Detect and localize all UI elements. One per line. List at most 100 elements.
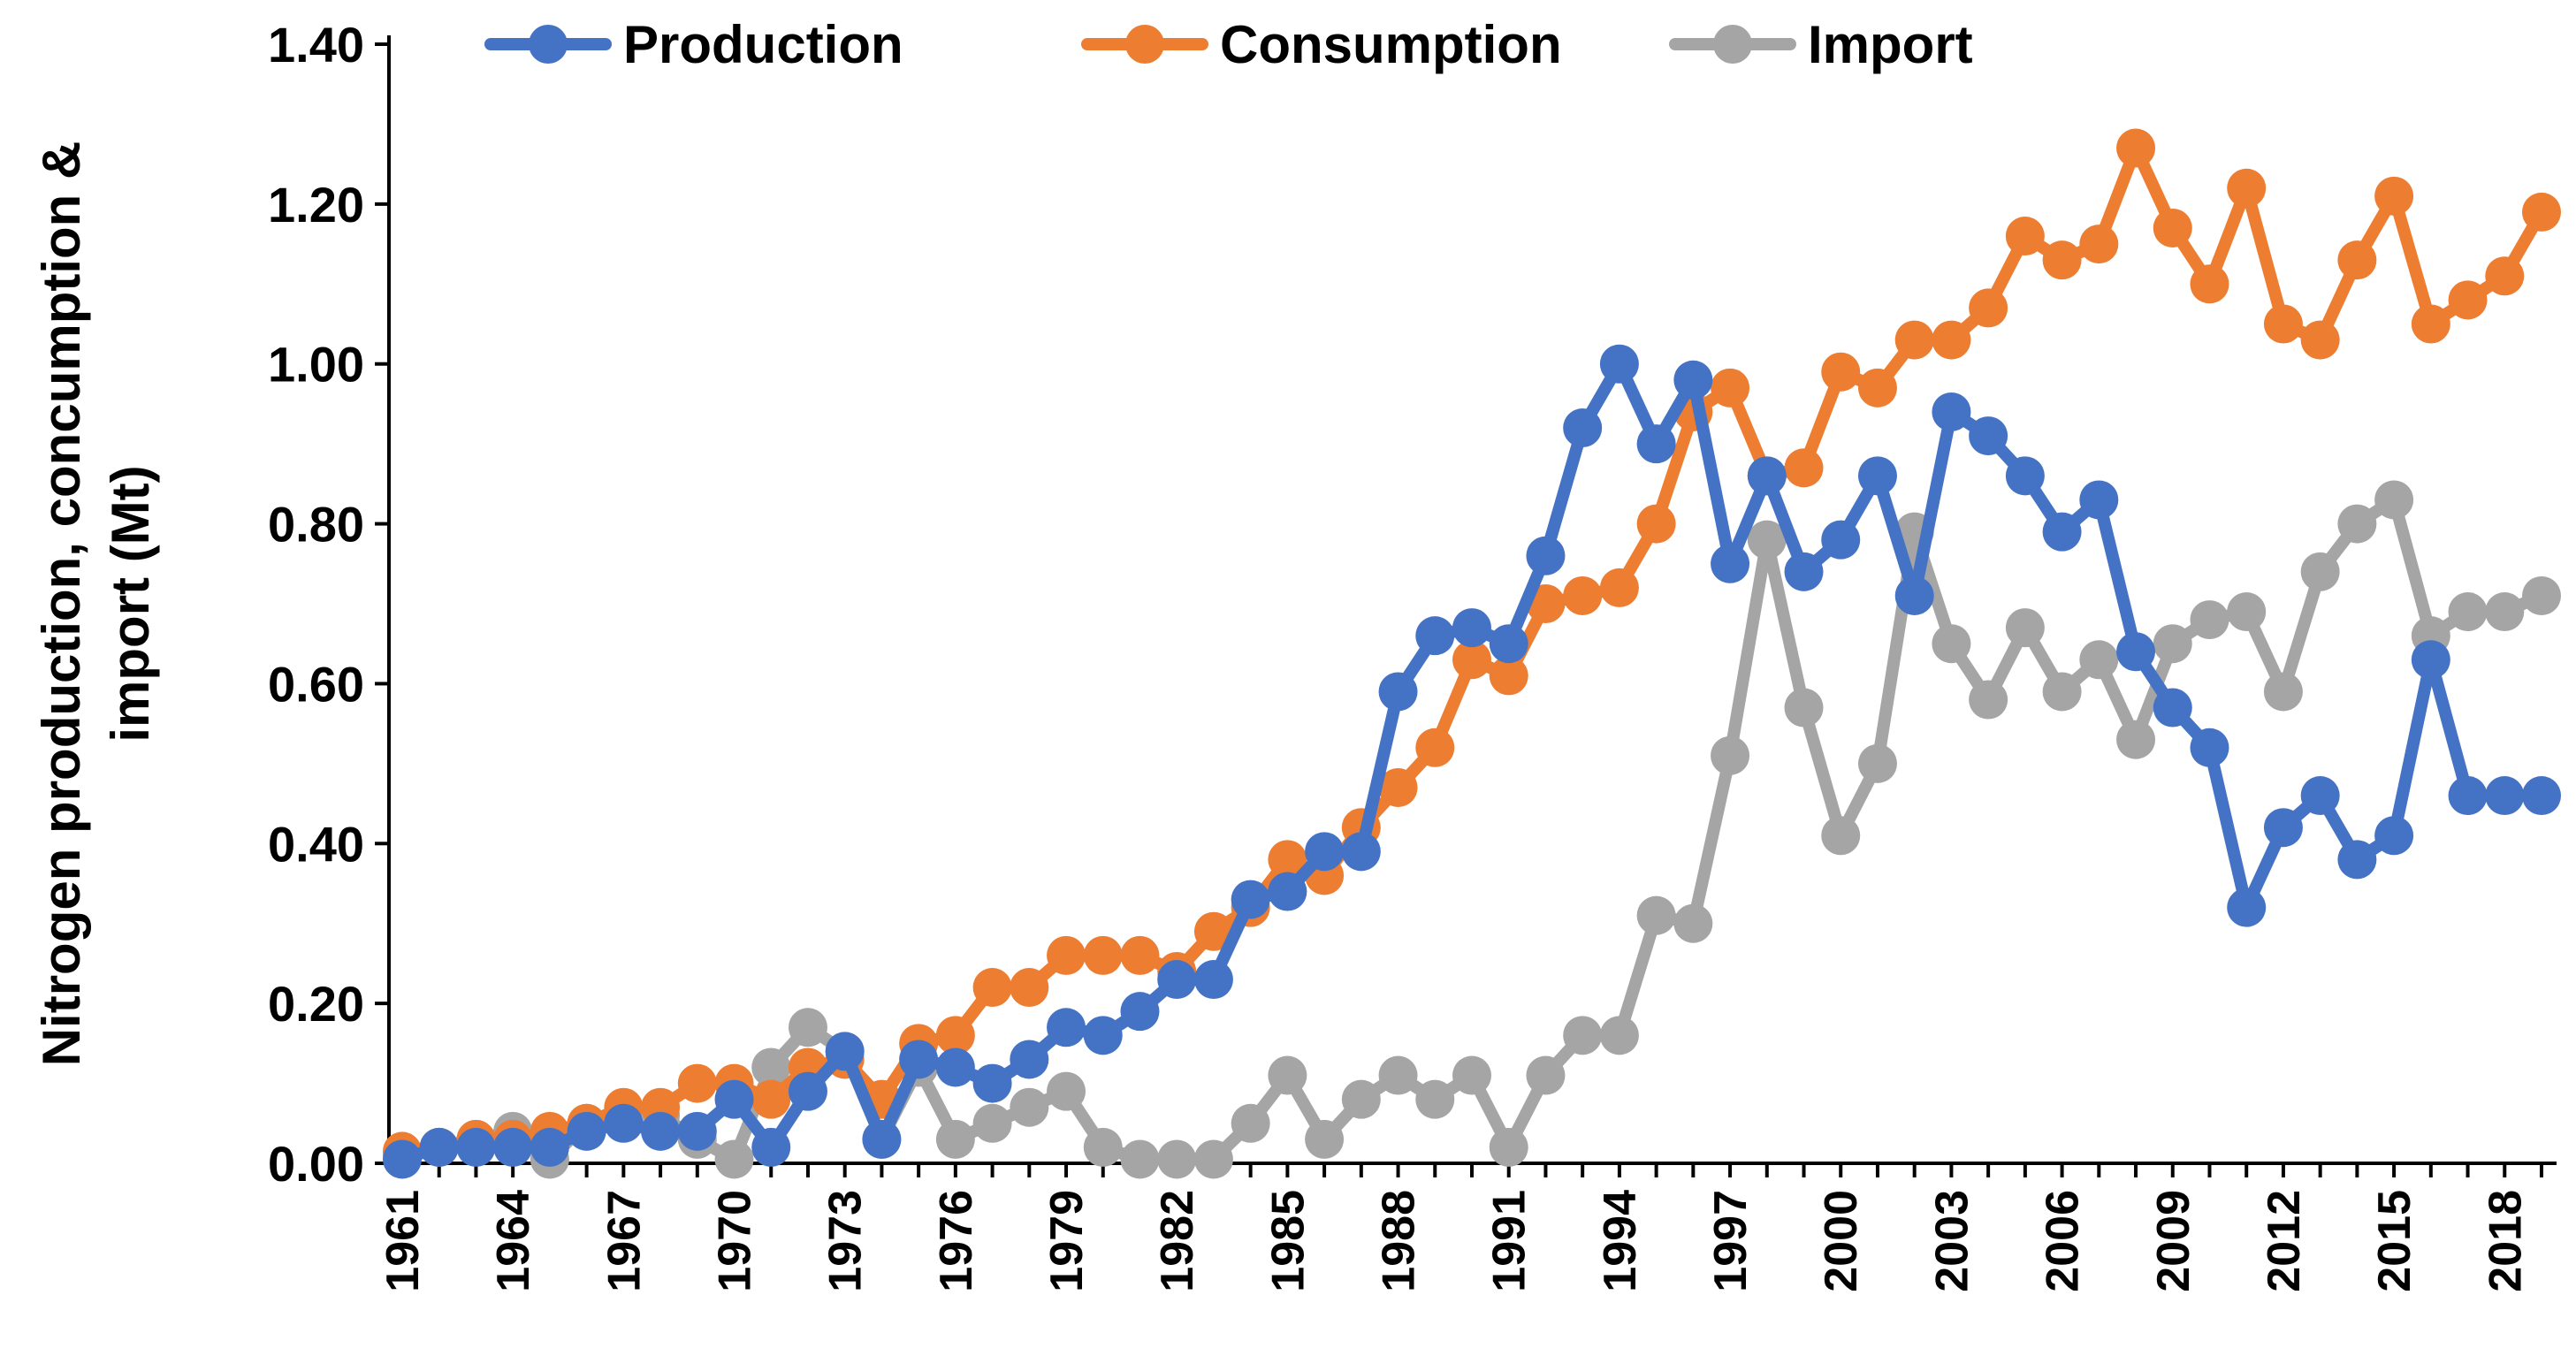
- data-point-import: [2263, 672, 2303, 712]
- data-point-import: [2485, 592, 2525, 632]
- data-point-import: [788, 1008, 827, 1047]
- x-tick-label: 1985: [1262, 1190, 1314, 1292]
- legend-swatch-marker: [1713, 25, 1752, 64]
- data-point-consumption: [1932, 320, 1971, 360]
- series-consumption: [383, 128, 2561, 1171]
- data-point-production: [714, 1079, 754, 1119]
- data-point-import: [1821, 816, 1861, 856]
- x-axis-ticks: 1961 1964 1967 1970 1973 1976 1979 1982 1985 1988…: [377, 1163, 2543, 1292]
- data-point-import: [1415, 1079, 1455, 1119]
- data-point-production: [1378, 672, 1418, 712]
- x-tick-label: 1973: [820, 1190, 872, 1292]
- data-point-production: [1932, 392, 1971, 431]
- data-point-production: [1636, 424, 1676, 464]
- data-point-consumption: [1120, 935, 1160, 975]
- data-point-production: [862, 1119, 902, 1159]
- data-point-production: [1231, 880, 1270, 919]
- data-point-production: [1083, 1016, 1123, 1055]
- data-point-production: [456, 1127, 496, 1167]
- data-point-production: [1120, 992, 1160, 1032]
- x-tick-label: 2006: [2038, 1190, 2089, 1292]
- data-point-production: [2485, 776, 2525, 816]
- x-tick-label: 2003: [1926, 1190, 1978, 1292]
- y-tick-label: 1.20: [268, 177, 364, 232]
- data-point-consumption: [1415, 728, 1455, 767]
- data-point-production: [2300, 776, 2340, 816]
- x-tick-label: 1961: [377, 1190, 429, 1292]
- data-point-consumption: [1378, 767, 1418, 807]
- y-tick-label: 0.20: [268, 976, 364, 1032]
- data-point-production: [1599, 344, 1639, 384]
- data-point-production: [1193, 960, 1233, 1000]
- plot-series: [383, 128, 2561, 1179]
- x-tick-label: 1994: [1595, 1190, 1646, 1292]
- x-tick-label: 1964: [488, 1190, 539, 1292]
- data-point-production: [1526, 536, 1566, 575]
- data-point-production: [2190, 728, 2229, 767]
- data-point-import: [2337, 504, 2377, 544]
- data-point-production: [2522, 776, 2561, 816]
- y-axis-label-line: import (Mt): [101, 465, 160, 742]
- data-point-production: [788, 1071, 827, 1111]
- legend-item-import: Import: [1669, 15, 1973, 74]
- x-tick-label: 2009: [2148, 1190, 2199, 1292]
- data-point-import: [1341, 1079, 1381, 1119]
- data-point-production: [1711, 544, 1750, 583]
- data-point-consumption: [1636, 504, 1676, 544]
- legend-label: Production: [623, 15, 903, 74]
- data-point-production: [1047, 1008, 1086, 1047]
- data-point-import: [2079, 640, 2119, 680]
- data-point-production: [1010, 1040, 1049, 1079]
- data-point-consumption: [2190, 264, 2229, 304]
- data-point-consumption: [1857, 368, 1897, 408]
- data-point-consumption: [1452, 640, 1491, 680]
- data-point-import: [2005, 608, 2045, 648]
- data-point-consumption: [1894, 320, 1934, 360]
- legend-swatch-marker: [529, 25, 568, 64]
- data-point-import: [1047, 1071, 1086, 1111]
- data-point-import: [1083, 1127, 1123, 1167]
- data-point-production: [2374, 816, 2414, 856]
- y-tick-label: 0.40: [268, 816, 364, 872]
- legend-label: Import: [1808, 15, 1973, 74]
- data-point-production: [1341, 832, 1381, 872]
- data-point-production: [2411, 640, 2450, 680]
- data-point-production: [419, 1127, 459, 1167]
- data-point-import: [2374, 480, 2414, 520]
- data-point-consumption: [1083, 935, 1123, 975]
- data-point-import: [1231, 1103, 1270, 1143]
- data-point-consumption: [1711, 368, 1750, 408]
- data-point-import: [1452, 1055, 1491, 1095]
- data-point-consumption: [1193, 911, 1233, 951]
- data-point-import: [2042, 672, 2082, 712]
- data-point-production: [2263, 808, 2303, 848]
- data-point-import: [2153, 624, 2192, 664]
- data-point-import: [935, 1119, 975, 1159]
- data-point-import: [2300, 552, 2340, 591]
- data-point-consumption: [2337, 240, 2377, 280]
- data-point-consumption: [2153, 208, 2192, 248]
- data-point-production: [383, 1139, 422, 1179]
- data-point-production: [1969, 416, 2008, 456]
- x-tick-label: 1991: [1484, 1190, 1536, 1292]
- data-point-production: [2227, 887, 2267, 927]
- data-point-import: [2522, 575, 2561, 615]
- data-point-production: [2448, 776, 2488, 816]
- x-tick-label: 1976: [931, 1190, 982, 1292]
- data-point-import: [714, 1139, 754, 1179]
- data-point-import: [972, 1103, 1012, 1143]
- data-point-production: [2116, 632, 2156, 672]
- data-point-production: [2005, 456, 2045, 496]
- data-point-production: [567, 1111, 606, 1151]
- data-point-production: [1857, 456, 1897, 496]
- x-tick-label: 1979: [1041, 1190, 1093, 1292]
- data-point-consumption: [2522, 192, 2561, 232]
- data-point-import: [1157, 1139, 1197, 1179]
- data-point-production: [1305, 832, 1345, 872]
- data-point-production: [1415, 616, 1455, 656]
- data-point-consumption: [2448, 280, 2488, 320]
- legend: Production Consumption Import: [484, 15, 1973, 74]
- y-axis-label-line: Nitrogen production, concumption &: [32, 141, 91, 1067]
- x-tick-label: 1988: [1374, 1190, 1425, 1292]
- data-point-consumption: [1784, 448, 1824, 488]
